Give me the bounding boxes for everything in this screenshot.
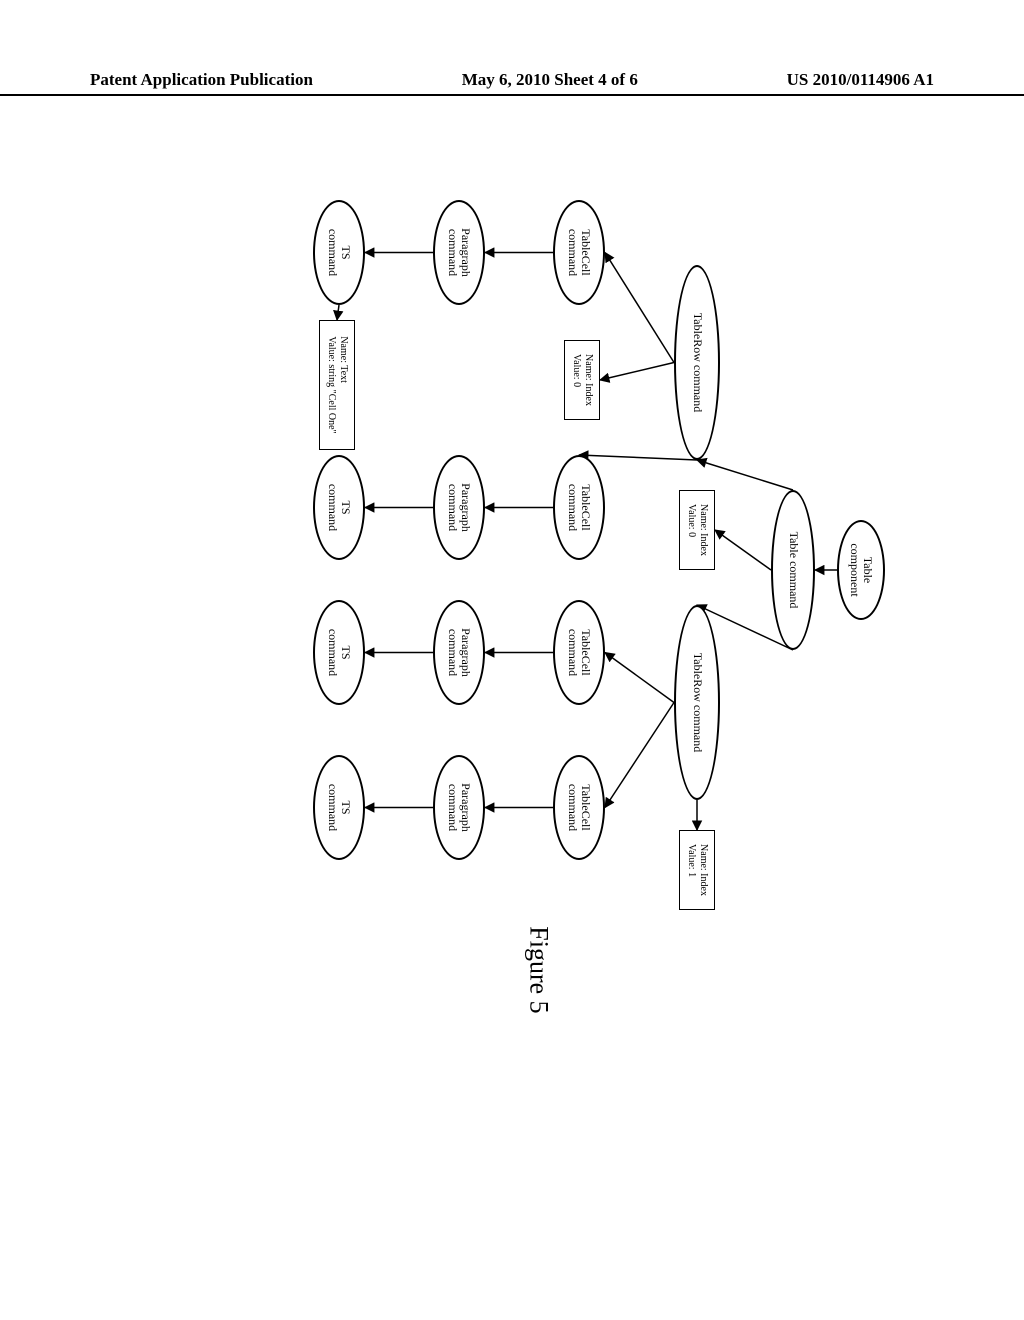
diagram-node-n13: Paragraphcommand: [433, 600, 485, 705]
diagram-node-n18: TScommand: [313, 600, 365, 705]
diagram-node-n2: TableRow command: [674, 265, 720, 460]
diagram-node-n14: Paragraphcommand: [433, 755, 485, 860]
diagram-node-n9: TableCellcommand: [553, 600, 605, 705]
header-center: May 6, 2010 Sheet 4 of 6: [462, 70, 638, 90]
diagram-node-n0: Tablecomponent: [837, 520, 885, 620]
diagram-node-n16: Name: TextValue: string "Cell One": [319, 320, 355, 450]
tree-diagram: Tablecomponent Table command TableRow comm…: [125, 170, 885, 970]
page-header: Patent Application Publication May 6, 20…: [0, 70, 1024, 96]
diagram-node-n15: TScommand: [313, 200, 365, 305]
diagram-node-n4: TableRow command: [674, 605, 720, 800]
diagram-node-n19: TScommand: [313, 755, 365, 860]
diagram-node-n1: Table command: [771, 490, 815, 650]
diagram-node-n17: TScommand: [313, 455, 365, 560]
header-right: US 2010/0114906 A1: [787, 70, 934, 90]
diagram-node-n7: Name: IndexValue: 0: [564, 340, 600, 420]
diagram-node-n10: TableCellcommand: [553, 755, 605, 860]
diagram-node-n6: TableCellcommand: [553, 200, 605, 305]
header-left: Patent Application Publication: [90, 70, 313, 90]
diagram-node-n8: TableCellcommand: [553, 455, 605, 560]
diagram-node-n11: Paragraphcommand: [433, 200, 485, 305]
diagram-node-n5: Name: IndexValue: 1: [679, 830, 715, 910]
diagram-node-n3: Name: IndexValue: 0: [679, 490, 715, 570]
diagram-node-n12: Paragraphcommand: [433, 455, 485, 560]
figure-label: Figure 5: [524, 926, 554, 1013]
